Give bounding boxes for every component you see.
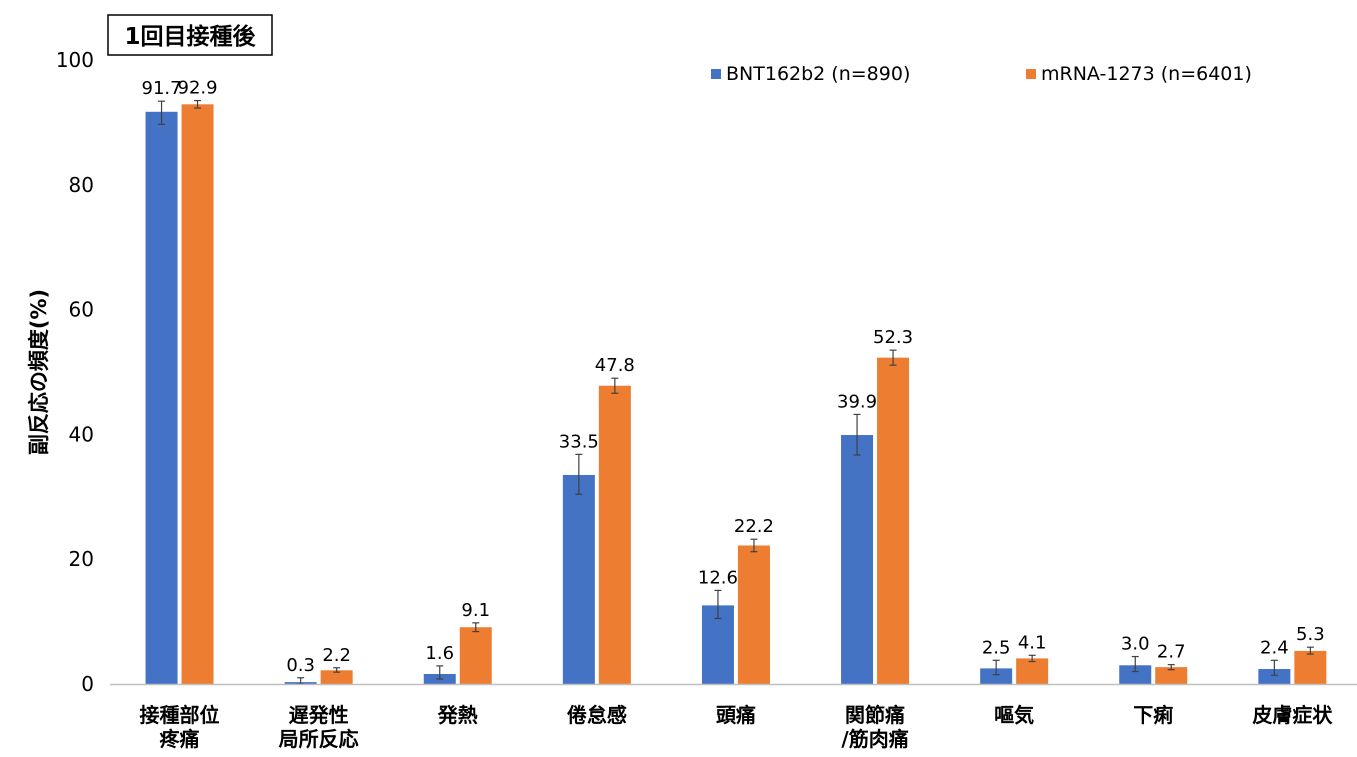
bar-series1-cat7 xyxy=(980,668,1013,684)
bar-series1-cat9 xyxy=(1258,669,1291,684)
y-tick-label: 80 xyxy=(69,173,94,197)
bar-series1-cat1 xyxy=(145,111,178,685)
y-tick-label: 20 xyxy=(69,547,94,571)
x-tick-label: 遅発性 xyxy=(289,703,349,727)
x-tick-label: 疼痛 xyxy=(160,727,200,751)
bar-series2-cat7 xyxy=(1016,658,1049,684)
x-tick-label: 皮膚症状 xyxy=(1252,703,1333,727)
chart-title-box xyxy=(107,14,273,56)
data-labels: 91.792.9 0.3 2.2 1.6 9.1 33.5 47.8 12.6 22.2 39.9… xyxy=(142,78,1325,676)
data-label-series1-cat7: 2.5 xyxy=(982,637,1011,658)
data-label-series2-cat6: 52.3 xyxy=(873,327,913,348)
x-tick-label: 嘔気 xyxy=(994,703,1034,727)
data-label-series1-cat8: 3.0 xyxy=(1121,634,1150,655)
data-label-series2-cat5: 22.2 xyxy=(734,516,774,537)
data-label-series1-cat5: 12.6 xyxy=(698,567,738,588)
x-tick-label: 発熱 xyxy=(437,703,478,727)
x-tick-label: 接種部位 xyxy=(140,703,220,727)
legend-label-bnt162b2: BNT162b2 (n=890) xyxy=(726,63,910,85)
data-label-series1-cat1: 91.7 xyxy=(142,78,182,99)
legend-swatch-bnt162b2 xyxy=(711,69,721,79)
legend: BNT162b2 (n=890) mRNA-1273 (n=6401) xyxy=(711,63,1252,85)
bar-series2-cat8 xyxy=(1155,667,1188,684)
bar-series1-cat4 xyxy=(562,474,595,684)
bars xyxy=(145,104,1327,685)
data-label-series2-cat7: 4.1 xyxy=(1018,632,1047,653)
data-label-series2-cat2: 2.2 xyxy=(322,645,351,666)
bar-series2-cat4 xyxy=(598,385,631,684)
data-label-series1-cat6: 39.9 xyxy=(837,391,877,412)
data-label-series1-cat3: 1.6 xyxy=(425,643,454,664)
bar-series1-cat8 xyxy=(1119,665,1152,684)
bar-series1-cat6 xyxy=(841,435,874,684)
y-axis-label: 副反応の頻度(%) xyxy=(27,289,51,455)
y-tick-label: 40 xyxy=(69,422,94,446)
x-tick-label: 倦怠感 xyxy=(567,703,627,727)
bar-series2-cat9 xyxy=(1294,650,1327,684)
data-label-series1-cat4: 33.5 xyxy=(559,431,599,452)
bar-series2-cat2 xyxy=(320,670,353,684)
data-label-series2-cat3: 9.1 xyxy=(461,600,490,621)
y-tick-label: 60 xyxy=(69,298,94,322)
data-label-series1-cat2: 0.3 xyxy=(286,655,315,676)
data-label-series2-cat4: 47.8 xyxy=(595,355,635,376)
x-tick-label: 局所反応 xyxy=(278,727,359,751)
y-tick-label: 0 xyxy=(81,672,94,696)
data-label-series2-cat1: 92.9 xyxy=(178,78,218,99)
data-label-series1-cat9: 2.4 xyxy=(1260,637,1289,658)
bar-series2-cat6 xyxy=(877,357,910,684)
y-tick-label: 100 xyxy=(56,48,94,72)
bar-series2-cat5 xyxy=(737,545,770,684)
chart-title: 1回目接種後 xyxy=(124,23,256,50)
bar-series2-cat1 xyxy=(181,104,214,684)
y-axis-ticks: 0 20 40 60 80 100 xyxy=(56,48,94,696)
x-tick-label: 関節痛 xyxy=(845,703,905,727)
legend-label-mrna1273: mRNA-1273 (n=6401) xyxy=(1041,63,1252,85)
data-label-series2-cat9: 5.3 xyxy=(1296,624,1325,645)
legend-swatch-mrna1273 xyxy=(1026,69,1036,79)
data-label-series2-cat8: 2.7 xyxy=(1157,642,1186,663)
x-tick-label: /筋肉痛 xyxy=(841,727,908,751)
bar-series2-cat3 xyxy=(459,627,492,684)
x-tick-label: 下痢 xyxy=(1133,703,1173,727)
x-tick-label: 頭痛 xyxy=(716,703,756,727)
